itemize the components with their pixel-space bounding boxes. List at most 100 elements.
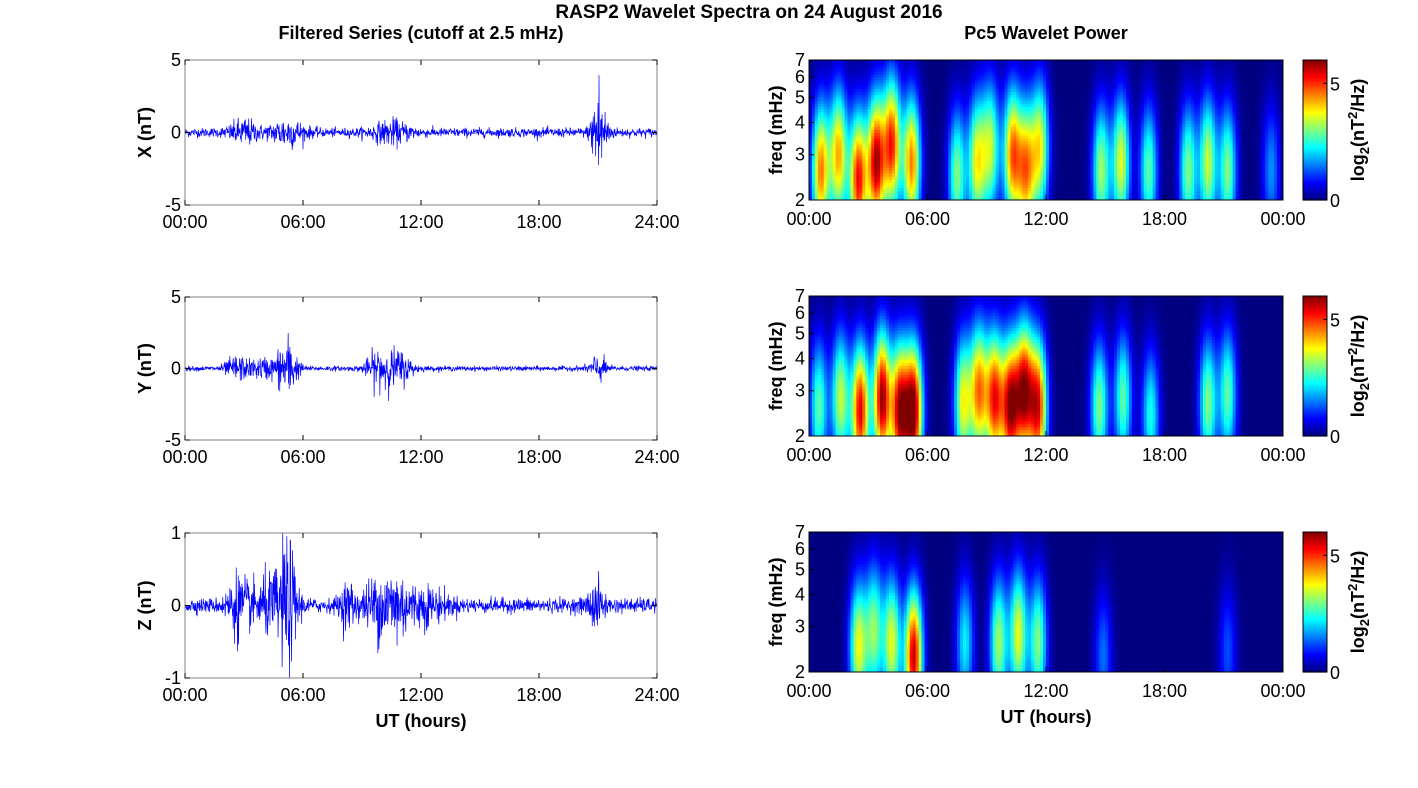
power-cell [1051,103,1056,108]
power-cell [868,115,872,119]
power-cell [1010,112,1015,117]
power-cell [1046,112,1050,117]
power-cell [1069,194,1074,198]
power-cell [983,182,988,187]
power-cell [915,188,920,192]
power-cell [912,97,917,102]
power-cell [809,68,813,73]
power-cell [1057,144,1062,149]
power-cell [1093,135,1097,140]
power-cell [915,170,920,175]
power-cell [862,167,866,172]
power-cell [998,68,1003,73]
power-cell [998,106,1003,111]
power-cell [891,159,896,163]
power-cell [820,68,825,73]
power-cell [838,135,843,140]
power-cell [826,92,831,96]
power-cell [874,71,878,76]
power-cell [1057,68,1062,73]
power-cell [936,185,940,189]
power-cell [1010,162,1015,166]
power-cell [856,179,860,184]
power-cell [900,83,905,87]
power-cell [1004,103,1009,108]
power-cell [865,197,869,200]
power-cell [1075,162,1080,166]
power-cell [957,127,961,131]
power-cell [874,124,878,128]
power-cell [1048,74,1053,79]
power-cell [897,86,902,90]
power-cell [968,132,973,137]
power-cell [891,109,896,114]
power-cell [841,191,846,195]
power-cell [844,144,849,149]
power-cell [933,188,937,192]
power-cell [850,153,855,157]
power-cell [968,130,973,134]
power-cell [853,74,857,79]
power-cell [930,176,935,181]
power-cell [960,100,964,105]
power-cell [897,71,902,76]
power-cell [968,138,973,143]
power-cell [915,100,920,105]
power-cell [980,191,985,195]
power-cell [1025,197,1029,200]
power-cell [1051,92,1056,96]
power-cell [1072,185,1077,189]
power-cell [817,103,822,108]
power-cell [847,130,852,134]
power-cell [986,147,991,152]
power-cell [998,130,1003,134]
power-cell [912,62,917,67]
power-cell [1069,71,1074,76]
power-cell [1069,167,1074,172]
power-cell [1087,141,1092,146]
power-cell [891,77,896,82]
power-cell [1093,109,1097,114]
power-cell [877,156,881,160]
power-cell [1043,100,1047,105]
power-cell [906,191,911,195]
power-cell [856,115,860,119]
power-cell [1090,127,1094,131]
power-cell [835,167,840,172]
power-cell [998,165,1003,169]
power-cell [1099,62,1103,67]
power-cell [865,141,869,146]
power-cell [948,194,952,198]
power-cell [1081,106,1086,111]
power-cell [963,141,967,146]
power-cell [912,95,917,99]
power-cell [829,191,834,195]
power-cell [847,150,852,154]
power-cell [983,144,988,149]
power-cell [980,80,985,84]
power-cell [960,62,964,67]
power-cell [829,118,834,122]
power-cell [1102,62,1106,67]
power-cell [933,127,937,131]
power-cell [1016,153,1020,157]
power-cell [980,150,985,154]
power-cell [1028,188,1032,192]
power-cell [906,115,911,119]
power-cell [921,60,926,64]
power-cell [1004,62,1009,67]
power-cell [1001,194,1006,198]
power-cell [841,179,846,184]
power-cell [924,173,929,178]
power-cell [1051,68,1056,73]
power-cell [995,60,1000,64]
power-cell [1022,92,1026,96]
power-cell [1066,138,1071,143]
power-cell [841,156,846,160]
power-cell [1072,68,1077,73]
power-cell [865,182,869,187]
power-cell [983,71,988,76]
power-cell [974,170,979,175]
power-cell [859,173,863,178]
power-cell [871,65,875,70]
